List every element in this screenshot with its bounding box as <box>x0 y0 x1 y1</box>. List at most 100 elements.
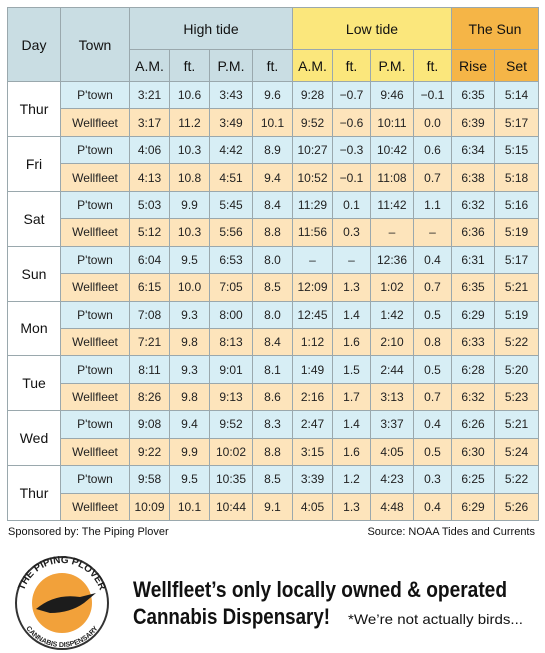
tide-value: 1.1 <box>414 191 452 220</box>
tide-value: 6:29 <box>452 493 495 521</box>
tide-value: 4:06 <box>130 136 170 165</box>
tide-value: 10:27 <box>293 136 333 165</box>
subheader: P.M. <box>210 50 253 82</box>
tide-value: 5:17 <box>495 246 539 275</box>
tide-value: 3:43 <box>210 82 253 110</box>
tide-value: 6:53 <box>210 246 253 275</box>
headline: Wellfleet’s only locally owned & operate… <box>133 577 507 602</box>
tide-value: 7:05 <box>210 274 253 302</box>
tide-value: 0.5 <box>414 356 452 384</box>
town: Wellfleet <box>61 438 130 467</box>
subheader: Set <box>495 50 539 82</box>
tide-value: 8.6 <box>253 383 293 412</box>
logo-bird <box>36 593 96 613</box>
tide-value: 8.8 <box>253 438 293 467</box>
tide-value: 10:11 <box>371 109 414 137</box>
tide-value: 8.0 <box>253 246 293 275</box>
subheader: ft. <box>333 50 371 82</box>
tide-value: 6:34 <box>452 136 495 165</box>
town: Wellfleet <box>61 219 130 247</box>
tide-value: 4:23 <box>371 466 414 494</box>
header-day: Day <box>8 8 61 82</box>
tide-value: 5:56 <box>210 219 253 247</box>
tide-value: 0.7 <box>414 274 452 302</box>
town: P'town <box>61 301 130 329</box>
town: P'town <box>61 466 130 494</box>
tide-value: 9:52 <box>293 109 333 137</box>
tide-value: – <box>293 246 333 275</box>
tide-value: 9.1 <box>253 493 293 521</box>
tide-value: 1.3 <box>333 274 371 302</box>
tide-value: 4:51 <box>210 164 253 192</box>
tide-value: 6:39 <box>452 109 495 137</box>
tide-value: 3:37 <box>371 411 414 439</box>
tide-value: 10.0 <box>170 274 210 302</box>
subheader: ft. <box>253 50 293 82</box>
town: P'town <box>61 411 130 439</box>
day-label: Tue <box>8 356 61 412</box>
tide-value: 9:01 <box>210 356 253 384</box>
tide-value: 9:58 <box>130 466 170 494</box>
tide-value: 7:21 <box>130 328 170 357</box>
tide-value: 10:42 <box>371 136 414 165</box>
town: P'town <box>61 136 130 165</box>
tide-value: 5:12 <box>130 219 170 247</box>
tide-value: 5:19 <box>495 219 539 247</box>
tide-value: 10.8 <box>170 164 210 192</box>
tide-value: 9.6 <box>253 82 293 110</box>
tide-value: 5:03 <box>130 191 170 220</box>
tide-value: −0.1 <box>333 164 371 192</box>
ad: THE PIPING PLOVER CANNABIS DISPENSARY We… <box>15 555 523 650</box>
tide-value: 9.4 <box>170 411 210 439</box>
tide-value: 5:18 <box>495 164 539 192</box>
tide-value: 5:26 <box>495 493 539 521</box>
tide-value: 3:39 <box>293 466 333 494</box>
tide-value: 9.3 <box>170 301 210 329</box>
tide-value: 10.6 <box>170 82 210 110</box>
tide-value: 10:35 <box>210 466 253 494</box>
tide-value: 5:21 <box>495 411 539 439</box>
tide-value: 9.8 <box>170 383 210 412</box>
note: *We’re not actually birds... <box>348 611 523 627</box>
tide-value: 6:30 <box>452 438 495 467</box>
tide-value: 8:13 <box>210 328 253 357</box>
subheader: ft. <box>170 50 210 82</box>
tide-value: 0.5 <box>414 438 452 467</box>
town: Wellfleet <box>61 164 130 192</box>
day-label: Sun <box>8 246 61 302</box>
tide-value: 4:05 <box>293 493 333 521</box>
tide-value: 9.8 <box>170 328 210 357</box>
tide-value: 8.3 <box>253 411 293 439</box>
town: P'town <box>61 82 130 110</box>
sponsor: Sponsored by: The Piping Plover <box>8 526 169 538</box>
tide-value: 11:42 <box>371 191 414 220</box>
tide-value: 1.6 <box>333 438 371 467</box>
tide-value: 10:09 <box>130 493 170 521</box>
tide-value: – <box>333 246 371 275</box>
tide-value: 12:09 <box>293 274 333 302</box>
tide-value: 3:49 <box>210 109 253 137</box>
tide-value: 6:28 <box>452 356 495 384</box>
tide-value: 5:20 <box>495 356 539 384</box>
header-high: High tide <box>130 8 293 50</box>
town: Wellfleet <box>61 383 130 412</box>
tide-value: – <box>414 219 452 247</box>
tide-value: 5:14 <box>495 82 539 110</box>
subheader: ft. <box>414 50 452 82</box>
tide-value: 0.7 <box>414 164 452 192</box>
tide-value: 6:25 <box>452 466 495 494</box>
tide-value: 6:32 <box>452 191 495 220</box>
subheader: P.M. <box>371 50 414 82</box>
tide-value: 0.0 <box>414 109 452 137</box>
town: P'town <box>61 191 130 220</box>
tide-value: 5:15 <box>495 136 539 165</box>
tide-value: 1.2 <box>333 466 371 494</box>
tide-value: 12:36 <box>371 246 414 275</box>
tide-value: 5:19 <box>495 301 539 329</box>
tide-value: 6:36 <box>452 219 495 247</box>
tide-value: 1.4 <box>333 411 371 439</box>
tide-value: 5:22 <box>495 328 539 357</box>
subheader: Rise <box>452 50 495 82</box>
tide-value: 8.5 <box>253 466 293 494</box>
tide-value: 8.5 <box>253 274 293 302</box>
